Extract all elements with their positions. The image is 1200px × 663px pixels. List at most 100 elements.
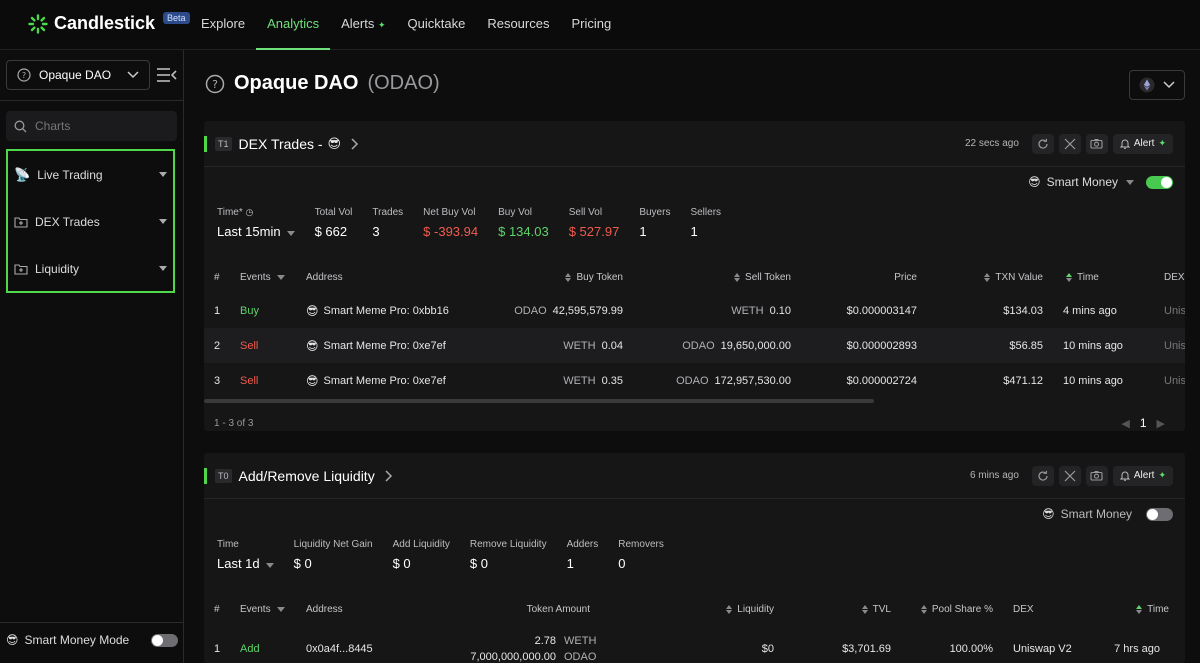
- collapse-sidebar-button[interactable]: [156, 65, 178, 85]
- sidebar-item-liquidity[interactable]: Liquidity: [8, 245, 173, 292]
- chain-select[interactable]: [1129, 70, 1185, 100]
- token-symbol: WETH: [563, 374, 596, 387]
- ethereum-icon: [1139, 77, 1155, 93]
- token-select[interactable]: ? Opaque DAO: [6, 60, 150, 90]
- horizontal-scrollbar[interactable]: [204, 399, 874, 403]
- nav-pricing[interactable]: Pricing: [560, 0, 622, 50]
- token-amount: 0.10: [769, 304, 791, 317]
- col-label: Events: [240, 271, 271, 283]
- table-row[interactable]: 3 Sell 😎 Smart Meme Pro: 0xe7ef WETH 0.35 …: [204, 363, 1185, 398]
- alert-button[interactable]: Alert ✦: [1112, 465, 1173, 486]
- folder-plus-icon: [14, 263, 28, 275]
- sidebar-item-live-trading[interactable]: 📡 Live Trading: [8, 151, 173, 198]
- stat-label: Add Liquidity: [392, 539, 450, 550]
- col-buy-token[interactable]: Buy Token: [534, 261, 623, 293]
- row-address[interactable]: 😎 Smart Meme Pro: 0xe7ef: [306, 328, 446, 363]
- nav-resources[interactable]: Resources: [476, 0, 560, 50]
- stat-buy-vol: Buy Vol $ 134.03: [498, 207, 549, 261]
- stat-label: Time*: [217, 207, 243, 218]
- stat-sellers: Sellers 1: [690, 207, 721, 261]
- col-time[interactable]: Time: [1094, 593, 1169, 625]
- col-label: Events: [240, 603, 271, 615]
- chevron-right-icon[interactable]: [351, 137, 359, 150]
- next-page-icon[interactable]: ▶: [1156, 417, 1165, 430]
- row-time: 10 mins ago: [1063, 339, 1123, 352]
- col-num: #: [214, 271, 220, 283]
- stat-total-vol: Total Vol $ 662: [315, 207, 353, 261]
- nav-alerts[interactable]: Alerts ✦: [330, 0, 396, 50]
- stat-removers: Removers 0: [618, 539, 664, 593]
- bell-icon: [1119, 139, 1130, 149]
- stat-value: 1: [566, 556, 574, 571]
- smart-money-filter: 😎 Smart Money: [204, 167, 1185, 197]
- stat-label: Remove Liquidity: [469, 539, 547, 550]
- nav-quicktake[interactable]: Quicktake: [397, 0, 477, 50]
- row-address[interactable]: 😎 Smart Meme Pro: 0xbb16: [306, 293, 449, 328]
- svg-text:?: ?: [22, 71, 26, 80]
- table-row[interactable]: 2 Sell 😎 Smart Meme Pro: 0xe7ef WETH 0.04 …: [204, 328, 1185, 363]
- stat-time[interactable]: Time* ◷ Last 15min: [217, 207, 295, 261]
- stat-label: Sell Vol: [568, 207, 603, 218]
- row-address[interactable]: 😎 Smart Meme Pro: 0xe7ef: [306, 363, 446, 398]
- card-header: T1 DEX Trades - 😎 22 secs ago Alert ✦: [204, 121, 1185, 167]
- row-buy-token: WETH 0.35: [504, 363, 623, 398]
- stat-label: Sellers: [690, 207, 722, 218]
- stat-label: Adders: [566, 539, 599, 550]
- logo[interactable]: Candlestick Beta: [28, 11, 190, 34]
- sunglasses-emoji-icon: 😎: [1042, 507, 1055, 521]
- alert-button[interactable]: Alert ✦: [1112, 133, 1173, 154]
- col-tvl[interactable]: TVL: [834, 593, 891, 625]
- row-address[interactable]: 0x0a4f...8445: [306, 643, 373, 655]
- refresh-button[interactable]: [1031, 465, 1054, 486]
- row-price: $0.000002893: [846, 339, 917, 352]
- col-label: TVL: [872, 603, 891, 615]
- search-icon: [14, 120, 27, 132]
- screenshot-button[interactable]: [1085, 465, 1108, 486]
- row-time: 7 hrs ago: [1114, 643, 1160, 655]
- col-time[interactable]: Time: [1066, 261, 1099, 293]
- prev-page-icon[interactable]: ◀: [1121, 417, 1130, 430]
- stat-time[interactable]: Time Last 1d: [217, 539, 274, 593]
- col-address: Address: [306, 603, 343, 615]
- page-ticker: (ODAO): [367, 72, 440, 94]
- token-symbol: WETH: [564, 635, 597, 647]
- stat-add-liquidity: Add Liquidity $ 0: [393, 539, 450, 593]
- smart-money-toggle[interactable]: [1146, 507, 1173, 521]
- smart-money-mode-toggle[interactable]: [151, 633, 178, 647]
- chart-search[interactable]: [6, 111, 177, 141]
- screenshot-button[interactable]: [1085, 133, 1108, 154]
- col-events[interactable]: Events: [240, 261, 285, 293]
- stat-remove-liquidity: Remove Liquidity $ 0: [470, 539, 547, 593]
- col-token-amount: Token Amount: [526, 603, 590, 615]
- smart-money-mode-label: Smart Money Mode: [24, 633, 130, 647]
- row-txn: $471.12: [1003, 374, 1043, 387]
- row-buy-token: ODAO 42,595,579.99: [504, 293, 623, 328]
- row-sell-token: WETH 0.10: [664, 293, 791, 328]
- search-input[interactable]: [35, 119, 155, 133]
- sort-icon: [565, 272, 572, 282]
- expand-button[interactable]: [1058, 465, 1081, 486]
- question-circle-icon[interactable]: ?: [205, 74, 225, 94]
- col-sell-token[interactable]: Sell Token: [684, 261, 791, 293]
- sidebar-item-dex-trades[interactable]: DEX Trades: [8, 198, 173, 245]
- table-row[interactable]: 1 Buy 😎 Smart Meme Pro: 0xbb16 ODAO 42,595…: [204, 293, 1185, 328]
- beta-badge: Beta: [163, 11, 190, 24]
- stat-value: 3: [372, 224, 380, 239]
- sidebar-divider: [0, 622, 184, 623]
- nav-analytics[interactable]: Analytics: [256, 0, 331, 50]
- smart-money-toggle[interactable]: [1146, 175, 1173, 189]
- dex-stats: Time* ◷ Last 15min Total Vol $ 662 Trades 3…: [204, 197, 1185, 261]
- refresh-button[interactable]: [1031, 133, 1054, 154]
- expand-button[interactable]: [1058, 133, 1081, 154]
- chevron-right-icon[interactable]: [385, 469, 393, 482]
- nav-explore[interactable]: Explore: [190, 0, 256, 50]
- col-events[interactable]: Events: [240, 593, 285, 625]
- col-pool-share[interactable]: Pool Share %: [914, 593, 993, 625]
- caret-down-icon[interactable]: [1126, 179, 1134, 185]
- row-tvl: $3,701.69: [842, 643, 891, 655]
- col-liquidity[interactable]: Liquidity: [704, 593, 774, 625]
- token-amount: 2.78: [534, 635, 556, 647]
- col-txn-value[interactable]: TXN Value: [964, 261, 1043, 293]
- table-row[interactable]: 1 Add 0x0a4f...8445 2.78 WETH 7,000,000,0…: [204, 625, 1185, 663]
- current-page[interactable]: 1: [1139, 416, 1147, 430]
